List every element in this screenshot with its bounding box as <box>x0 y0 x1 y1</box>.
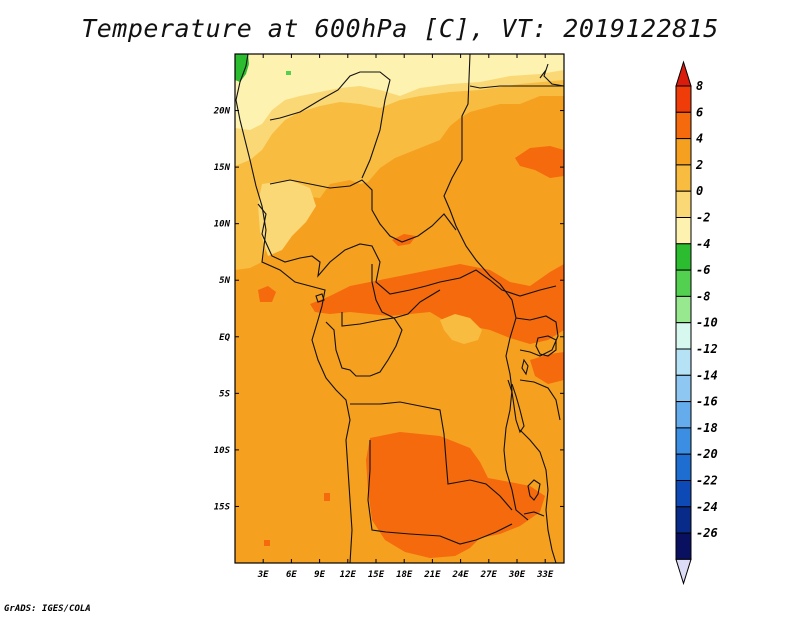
colorbar-label: -6 <box>696 263 710 277</box>
lat-label: 5S <box>219 389 230 399</box>
border-mid-a <box>269 179 457 243</box>
colorbar-bottom-arrow <box>675 558 692 586</box>
colorbar-swatch <box>675 374 692 403</box>
colorbar-swatch <box>675 506 692 534</box>
colorbar-label: -22 <box>696 474 718 488</box>
colorbar-swatch <box>675 164 692 192</box>
lat-label: 10N <box>214 220 231 230</box>
border-southeast <box>519 429 557 563</box>
lon-label: 18E <box>396 570 413 580</box>
field-4-to-6-east2 <box>530 352 564 384</box>
colorbar-swatch <box>675 190 692 218</box>
colorbar-swatch <box>675 138 692 166</box>
colorbar-top-arrow <box>675 60 692 87</box>
lon-label: 30E <box>508 570 526 580</box>
lon-label: 15E <box>368 570 385 580</box>
field-0-to-2-central <box>440 314 482 344</box>
lat-label: EQ <box>219 333 230 343</box>
lat-label: 5N <box>219 276 230 286</box>
longitude-axis: 3E 6E 9E 12E 15E 18E 21E 24E 27E 30E 33E <box>257 54 554 580</box>
lat-label: 15S <box>214 502 231 512</box>
colorbar-swatch <box>675 532 692 560</box>
temperature-field <box>235 54 564 563</box>
colorbar-label: -24 <box>696 500 718 514</box>
border-east-a <box>515 315 559 357</box>
lake-tanganyika <box>507 379 525 434</box>
field-4-to-6-south <box>366 432 545 558</box>
border-central <box>325 312 403 377</box>
colorbar-label: -26 <box>696 526 718 540</box>
colorbar-label: -2 <box>696 211 710 225</box>
colorbar-label: -20 <box>696 447 718 461</box>
colorbar-label: 4 <box>696 132 703 146</box>
colorbar-swatch <box>675 111 692 140</box>
border-north-b <box>443 54 501 285</box>
colorbar-label: -16 <box>696 395 718 409</box>
colorbar-swatch <box>675 322 692 350</box>
lon-label: 33E <box>536 570 554 580</box>
lon-label: 3E <box>257 570 269 580</box>
field-minus4-to-minus2 <box>235 54 564 130</box>
lon-label: 27E <box>480 570 498 580</box>
border-angola <box>367 440 513 545</box>
lon-label: 24E <box>451 570 469 580</box>
lat-label: 10S <box>214 446 231 456</box>
colorbar-label: -4 <box>696 237 710 251</box>
lake-malawi <box>527 479 541 501</box>
field-0-to-2 <box>235 54 564 270</box>
colorbar-label: 2 <box>695 158 703 172</box>
field-spot-b <box>264 540 270 546</box>
field-4-to-6-west-patch <box>258 286 276 302</box>
border-north-c <box>469 85 564 89</box>
colorbar-label: -14 <box>696 368 718 382</box>
colorbar-label: -10 <box>696 316 718 330</box>
lon-label: 12E <box>340 570 357 580</box>
colorbar-label: 6 <box>696 105 703 119</box>
lat-label: 15N <box>214 163 231 173</box>
colorbar-swatch <box>675 295 692 324</box>
field-4-to-6-patch <box>392 234 416 246</box>
lake-south <box>523 511 545 517</box>
colorbar-label: 8 <box>696 79 703 93</box>
field-minus2-to-0-west <box>258 180 316 256</box>
colorbar-swatch <box>675 453 692 482</box>
coast-gabon-island <box>315 293 325 303</box>
border-drc-south <box>350 401 513 511</box>
colorbar: 8 6 4 2 0 -2 -4 -6 -8 -10 -12 -14 -16 -18 -20 -22 -24 -26 <box>675 60 718 586</box>
lake-victoria <box>535 335 557 357</box>
colorbar-swatch <box>675 243 692 271</box>
country-boundaries <box>235 54 564 563</box>
border-east-b <box>519 379 561 421</box>
colorbar-label: 0 <box>696 184 703 198</box>
colorbar-label: -18 <box>696 421 718 435</box>
colorbar-swatch <box>675 427 692 455</box>
lake-kivu <box>521 358 529 376</box>
field-minus6-to-minus4 <box>235 54 249 82</box>
colorbar-swatch <box>675 269 692 297</box>
colorbar-swatch <box>675 85 692 113</box>
colorbar-label: -12 <box>696 342 718 356</box>
colorbar-label: -8 <box>696 289 710 303</box>
lon-label: 6E <box>286 570 297 580</box>
border-drc-east <box>499 283 529 521</box>
coastline-west <box>235 54 353 563</box>
colorbar-swatch <box>675 401 692 429</box>
lon-label: 21E <box>423 570 441 580</box>
east-coast <box>539 63 564 87</box>
field-minus6-to-minus4-spot <box>286 71 291 75</box>
field-4-to-6-east <box>515 146 564 178</box>
grads-credit: GrADS: IGES/COLA <box>4 604 91 614</box>
lat-label: 20N <box>213 107 231 117</box>
latitude-axis: 20N 15N 10N 5N EQ 5S 10S 15S <box>213 107 564 512</box>
border-mid-b <box>257 203 557 297</box>
lon-label: 9E <box>314 570 325 580</box>
field-spot-a <box>324 493 330 501</box>
map-frame <box>234 53 565 564</box>
colorbar-swatch <box>675 217 692 245</box>
map-title: Temperature at 600hPa [C], VT: 201912281… <box>81 14 719 43</box>
colorbar-swatch <box>675 480 692 508</box>
colorbar-swatch <box>675 348 692 376</box>
border-north-a <box>269 71 391 179</box>
